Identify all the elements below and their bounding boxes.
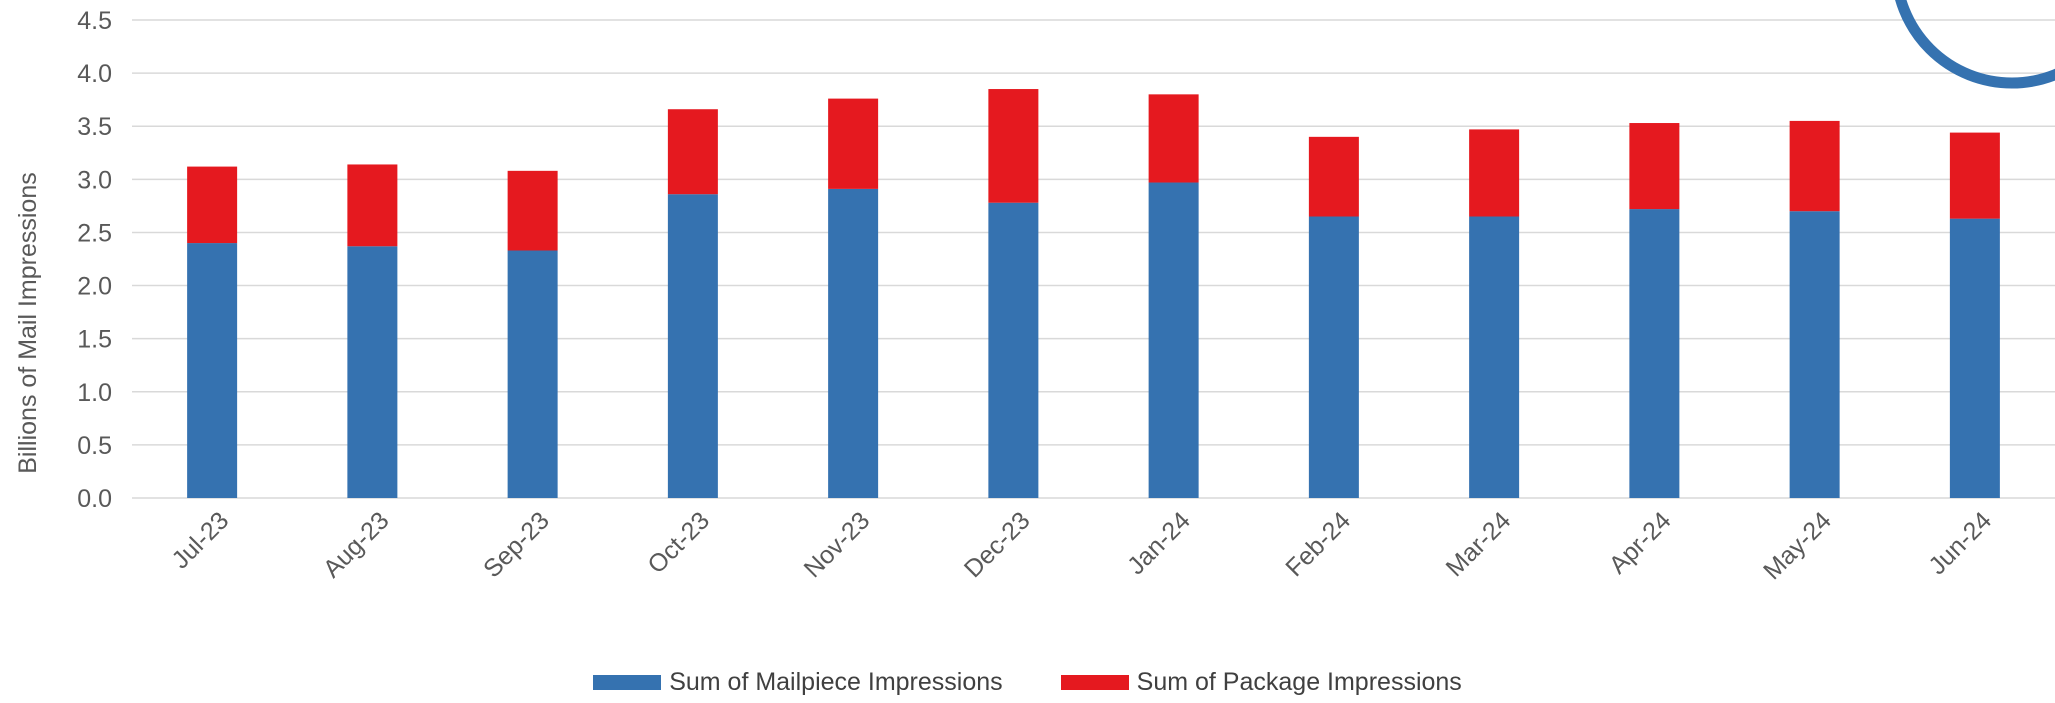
bar-mailpiece xyxy=(1949,218,2000,498)
bar-package xyxy=(1308,136,1359,217)
x-tick-label: Dec-23 xyxy=(959,506,1036,583)
y-tick-label: 3.0 xyxy=(77,166,112,194)
bar-package xyxy=(828,98,879,189)
legend-item-mailpiece: Sum of Mailpiece Impressions xyxy=(593,668,1003,697)
legend-label-package: Sum of Package Impressions xyxy=(1136,668,1462,696)
y-tick-label: 0.0 xyxy=(77,485,112,513)
x-tick-label: Oct-23 xyxy=(642,506,715,579)
bar-mailpiece xyxy=(187,243,238,498)
y-tick-label: 1.5 xyxy=(77,326,112,354)
gridlines xyxy=(132,19,2055,499)
x-tick-labels: Jul-23 Aug-23 Sep-23 Oct-23 Nov-23 Dec-23 Jan-… xyxy=(166,506,1997,585)
y-tick-label: 2.0 xyxy=(77,273,112,301)
x-tick-label: Mar-24 xyxy=(1441,506,1517,582)
bar-mailpiece xyxy=(1308,216,1359,498)
bar-mailpiece xyxy=(1789,211,1840,498)
bar-package xyxy=(347,164,398,247)
y-tick-label: 3.5 xyxy=(77,113,112,141)
bar-mailpiece xyxy=(1148,182,1199,498)
bar-mailpiece xyxy=(1629,209,1680,498)
y-tick-label: 2.5 xyxy=(77,219,112,247)
y-tick-labels: 0.0 0.5 1.0 1.5 2.0 2.5 3.0 3.5 4.0 4.5 xyxy=(77,7,112,513)
bar-package xyxy=(1789,120,1840,212)
x-tick-label: Apr-24 xyxy=(1604,506,1677,579)
bar-package xyxy=(1629,123,1680,210)
decorative-ring-icon xyxy=(1895,0,2055,89)
x-tick-label: May-24 xyxy=(1758,506,1837,585)
bar-package xyxy=(507,170,558,251)
bar-mailpiece xyxy=(347,246,398,498)
bar-mailpiece xyxy=(1469,216,1520,498)
bar-package xyxy=(1469,129,1520,217)
y-tick-label: 1.0 xyxy=(77,379,112,407)
bar-package xyxy=(667,109,718,195)
bar-mailpiece xyxy=(988,202,1039,499)
x-tick-label: Jun-24 xyxy=(1923,506,1997,580)
bar-package xyxy=(988,89,1039,203)
legend-item-package: Sum of Package Impressions xyxy=(1060,668,1462,697)
x-tick-label: Sep-23 xyxy=(478,506,555,583)
bar-package xyxy=(1949,132,2000,219)
bar-mailpiece xyxy=(507,250,558,498)
legend-swatch-mailpiece xyxy=(593,675,662,690)
x-tick-label: Jul-23 xyxy=(166,506,234,574)
x-tick-label: Nov-23 xyxy=(799,506,876,583)
y-axis-title: Billions of Mail Impressions xyxy=(14,172,42,474)
legend-swatch-package xyxy=(1060,675,1129,690)
bars xyxy=(187,89,2000,499)
y-tick-label: 4.0 xyxy=(77,60,112,88)
x-tick-label: Aug-23 xyxy=(318,506,395,583)
legend: Sum of Mailpiece Impressions Sum of Pack… xyxy=(0,668,2055,697)
bar-mailpiece xyxy=(828,188,879,499)
bar-mailpiece xyxy=(667,194,718,498)
bar-package xyxy=(1148,94,1199,183)
y-tick-label: 0.5 xyxy=(77,432,112,460)
legend-label-mailpiece: Sum of Mailpiece Impressions xyxy=(669,668,1003,696)
x-tick-label: Jan-24 xyxy=(1122,506,1196,580)
bar-package xyxy=(187,166,238,244)
y-tick-label: 4.5 xyxy=(77,7,112,35)
x-tick-label: Feb-24 xyxy=(1280,506,1356,582)
